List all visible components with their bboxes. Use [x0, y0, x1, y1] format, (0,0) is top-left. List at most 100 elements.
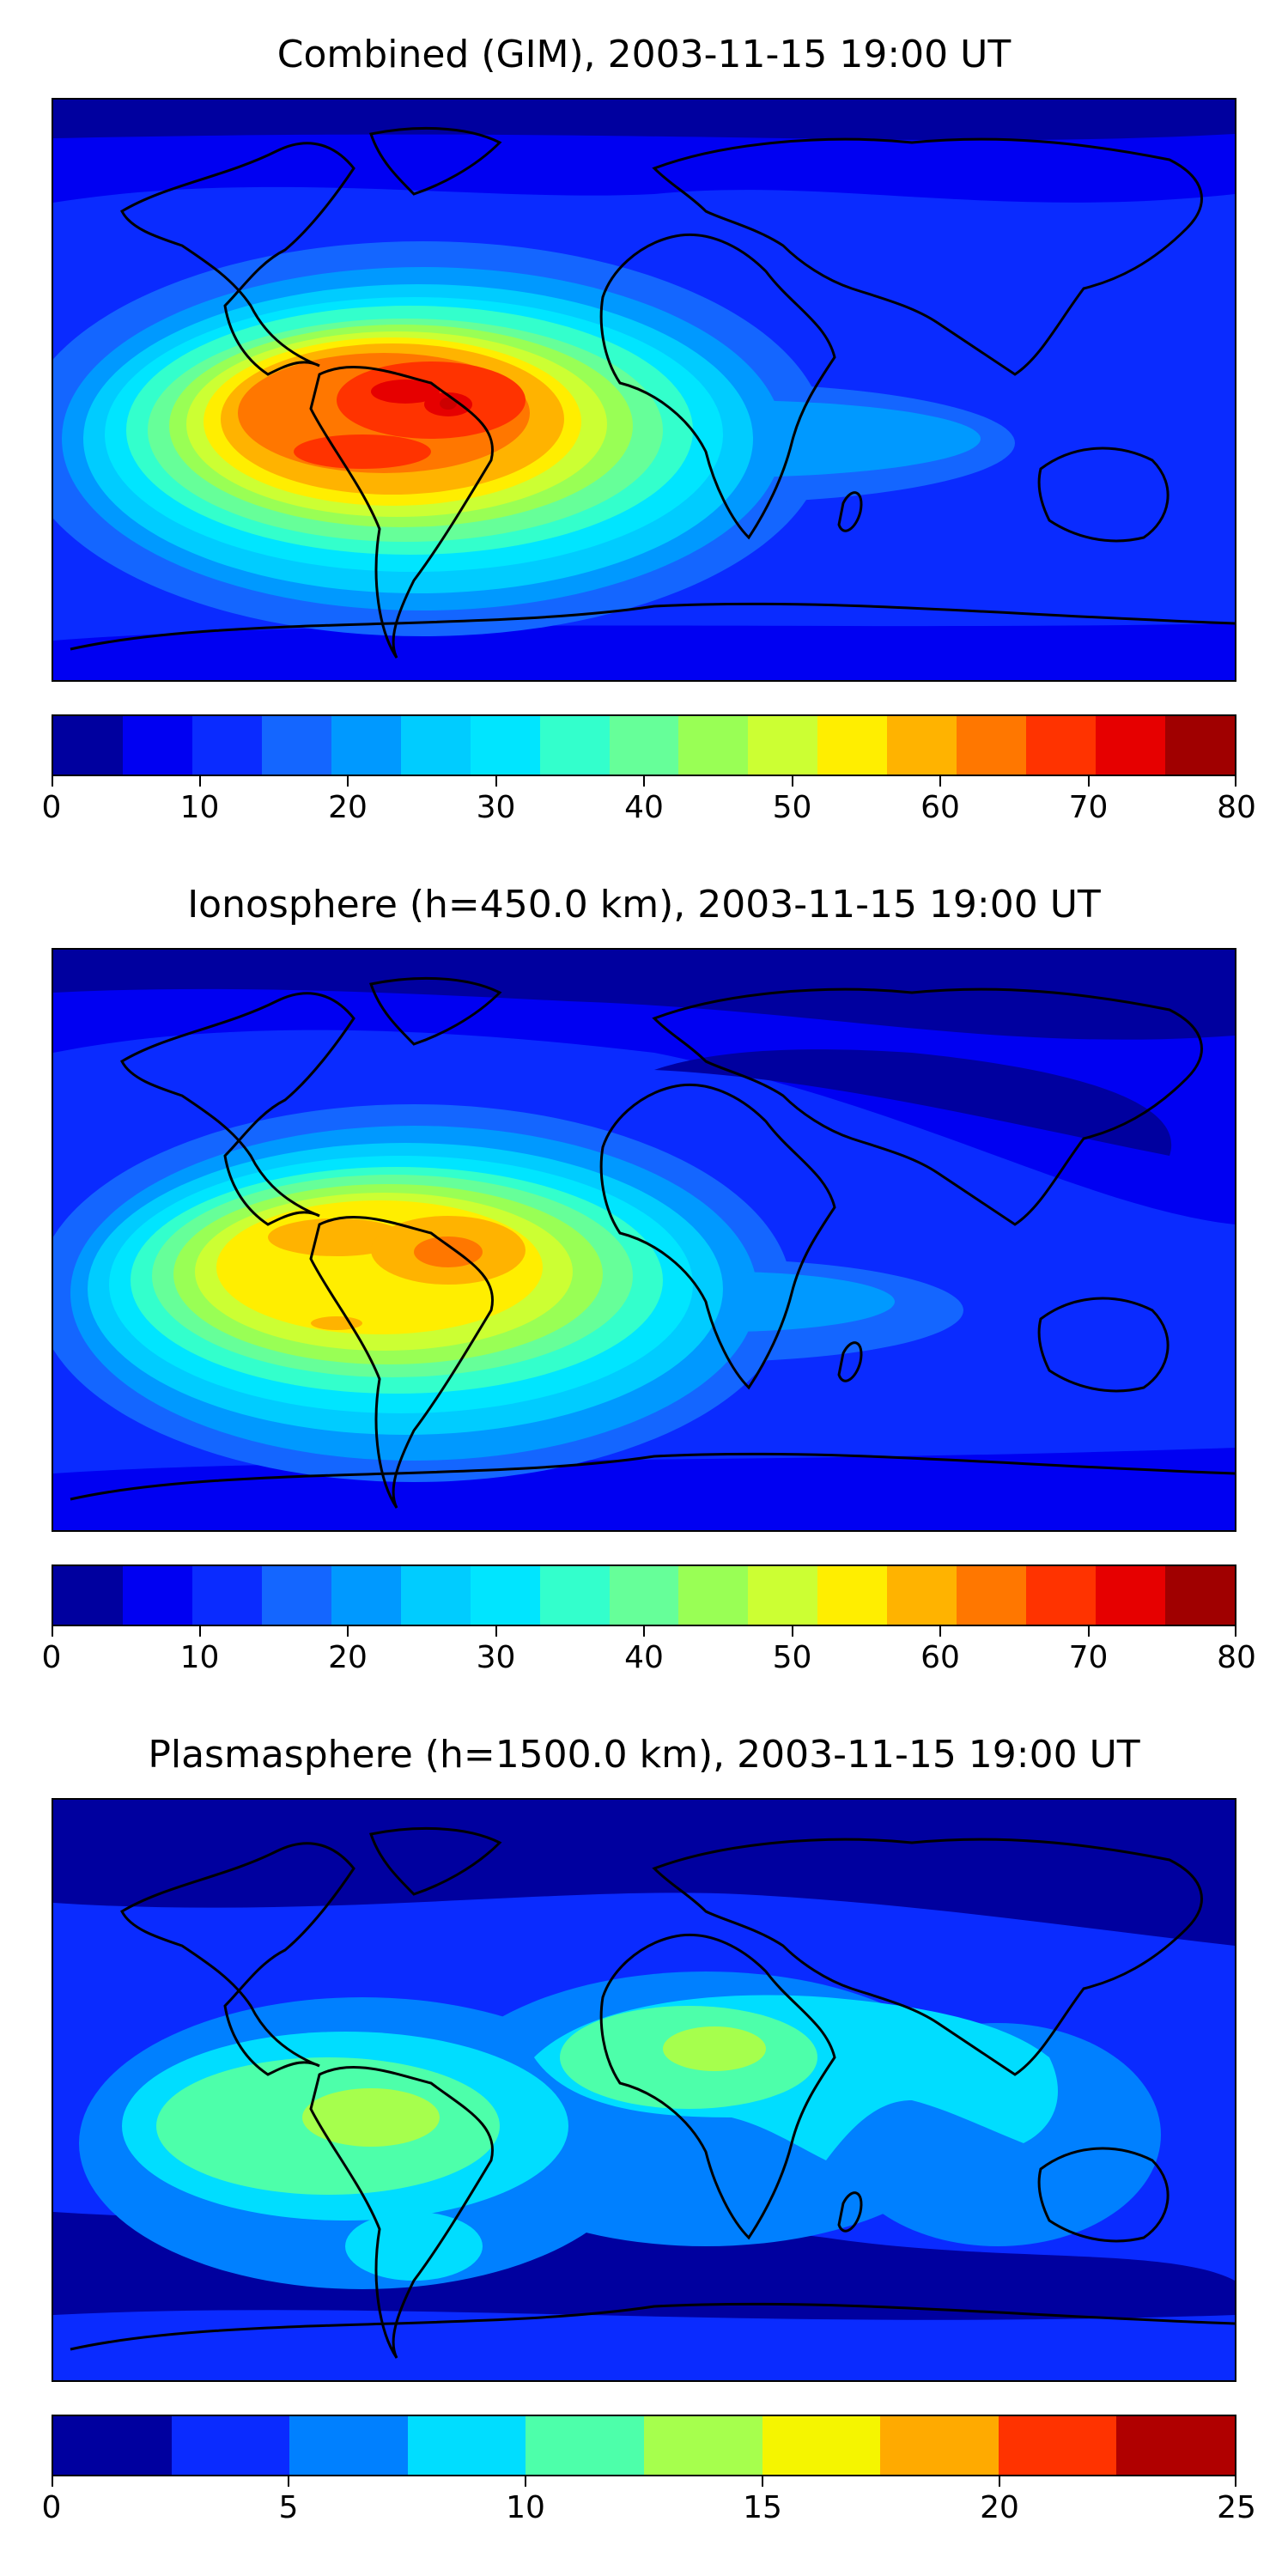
colorbar-segment — [539, 716, 610, 775]
colorbar-segment — [1096, 1566, 1165, 1625]
colorbar-segment — [817, 716, 888, 775]
colorbar-segment — [53, 1566, 123, 1625]
colorbar-segment — [191, 716, 262, 775]
colorbar-segment — [748, 716, 818, 775]
colorbar-tick-label: 50 — [772, 790, 812, 825]
colorbar-segment — [609, 716, 679, 775]
colorbar-segment — [53, 716, 123, 775]
colorbar-tick — [643, 776, 645, 787]
colorbar-segment — [331, 716, 401, 775]
colorbar-segment — [470, 1566, 540, 1625]
colorbar-tick-label: 70 — [1068, 790, 1109, 825]
colorbar-tick-label: 20 — [980, 2490, 1019, 2525]
colorbar-tick — [495, 1626, 497, 1637]
colorbar-segment — [762, 2416, 881, 2475]
colorbar-segment — [526, 2416, 644, 2475]
colorbar-tick-label: 25 — [1217, 2490, 1256, 2525]
colorbar-tick-label: 40 — [624, 1640, 664, 1675]
colorbar-segment — [1026, 716, 1097, 775]
colorbar-segment — [1026, 1566, 1097, 1625]
colorbar-tick-label: 70 — [1068, 1640, 1109, 1675]
colorbar-tick-label: 80 — [1217, 790, 1256, 825]
colorbar-tick — [495, 776, 497, 787]
panel-2-map — [52, 948, 1236, 1532]
colorbar-segment — [609, 1566, 679, 1625]
colorbar-tick-label: 0 — [41, 2490, 62, 2525]
panel-2-colorbar-ticks: 0 10 20 30 40 50 60 70 80 — [42, 1626, 1256, 1678]
colorbar-segment — [261, 716, 331, 775]
colorbar-tick — [939, 776, 941, 787]
colorbar-tick-label: 50 — [772, 1640, 812, 1675]
colorbar-segment — [53, 2416, 172, 2475]
colorbar-segment — [880, 2416, 999, 2475]
colorbar-tick-label: 60 — [920, 790, 960, 825]
colorbar-tick — [1235, 1626, 1236, 1637]
colorbar-segment — [957, 716, 1027, 775]
colorbar-segment — [400, 1566, 471, 1625]
colorbar-segment — [122, 716, 192, 775]
colorbar-tick — [762, 2476, 763, 2487]
colorbar-tick-label: 15 — [743, 2490, 782, 2525]
panel-1-colorbar-ticks: 0 10 20 30 40 50 60 70 80 — [42, 776, 1256, 828]
colorbar-tick — [347, 776, 349, 787]
colorbar-segment — [643, 2416, 762, 2475]
colorbar-segment — [331, 1566, 401, 1625]
colorbar-tick-label: 60 — [920, 1640, 960, 1675]
colorbar-tick-label: 5 — [278, 2490, 299, 2525]
colorbar-tick — [1235, 2476, 1236, 2487]
colorbar-tick-label: 10 — [179, 1640, 220, 1675]
colorbar-segment — [748, 1566, 818, 1625]
panel-1-colorbar — [52, 714, 1236, 776]
colorbar-segment — [678, 716, 749, 775]
panel-2-colorbar — [52, 1564, 1236, 1626]
colorbar-segment — [289, 2416, 408, 2475]
colorbar-segment — [1116, 2416, 1235, 2475]
colorbar-tick — [347, 1626, 349, 1637]
colorbar-segment — [1165, 716, 1235, 775]
colorbar-tick — [288, 2476, 289, 2487]
colorbar-tick-label: 40 — [624, 790, 664, 825]
colorbar-tick-label: 20 — [328, 1640, 368, 1675]
colorbar-tick — [643, 1626, 645, 1637]
colorbar-tick-label: 80 — [1217, 1640, 1256, 1675]
colorbar-segment — [407, 2416, 526, 2475]
colorbar-tick — [198, 1626, 201, 1637]
colorbar-tick — [52, 776, 53, 787]
colorbar-tick — [939, 1626, 941, 1637]
colorbar-tick — [525, 2476, 526, 2487]
colorbar-segment — [817, 1566, 888, 1625]
panel-1-title: Combined (GIM), 2003-11-15 19:00 UT — [276, 33, 1012, 76]
colorbar-segment — [957, 1566, 1027, 1625]
colorbar-tick — [198, 776, 201, 787]
colorbar-tick — [1087, 776, 1090, 787]
colorbar-segment — [191, 1566, 262, 1625]
colorbar-tick-label: 10 — [179, 790, 220, 825]
colorbar-segment — [678, 1566, 749, 1625]
colorbar-tick-label: 0 — [41, 1640, 62, 1675]
colorbar-segment — [171, 2416, 290, 2475]
colorbar-tick — [999, 2476, 1000, 2487]
panel-3-map — [52, 1798, 1236, 2382]
panel-1-map — [52, 98, 1236, 682]
colorbar-tick — [52, 1626, 53, 1637]
colorbar-tick — [791, 1626, 793, 1637]
colorbar-segment — [887, 716, 957, 775]
colorbar-tick-label: 30 — [476, 1640, 516, 1675]
panel-3-colorbar-ticks: 0 5 10 15 20 25 — [42, 2476, 1256, 2528]
colorbar-segment — [122, 1566, 192, 1625]
colorbar-segment — [1165, 1566, 1235, 1625]
colorbar-tick — [1235, 776, 1236, 787]
panel-3-colorbar — [52, 2415, 1236, 2476]
panel-3-title: Plasmasphere (h=1500.0 km), 2003-11-15 1… — [148, 1733, 1140, 1777]
colorbar-segment — [887, 1566, 957, 1625]
colorbar-tick — [52, 2476, 53, 2487]
panel-2-title: Ionosphere (h=450.0 km), 2003-11-15 19:0… — [187, 883, 1101, 927]
colorbar-tick — [791, 776, 793, 787]
colorbar-tick-label: 10 — [506, 2490, 545, 2525]
colorbar-segment — [261, 1566, 331, 1625]
colorbar-tick — [1087, 1626, 1090, 1637]
colorbar-tick-label: 20 — [328, 790, 368, 825]
colorbar-tick-label: 30 — [476, 790, 516, 825]
colorbar-segment — [470, 716, 540, 775]
colorbar-segment — [539, 1566, 610, 1625]
